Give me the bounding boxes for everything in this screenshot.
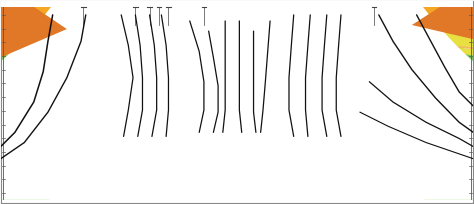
- Polygon shape: [0, 7, 67, 57]
- Polygon shape: [412, 7, 474, 39]
